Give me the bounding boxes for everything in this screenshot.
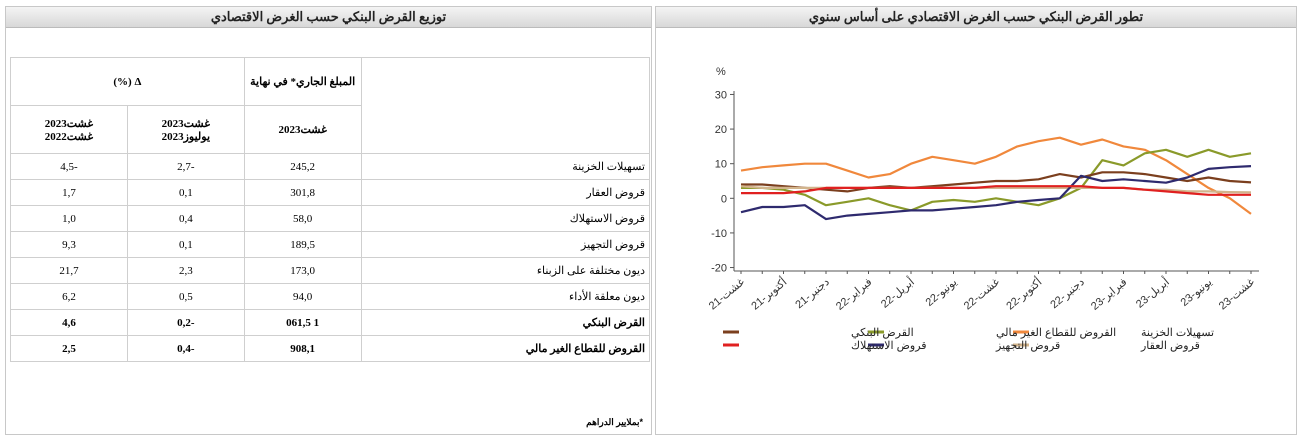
delta-col: غشت2023 غشت2022 xyxy=(10,105,128,154)
x-tick-label: يونيو-23 xyxy=(1179,276,1215,309)
legend-label: القروض للقطاع الغير مالي xyxy=(996,327,1116,339)
row-label: القروض للقطاع الغير مالي xyxy=(360,335,651,362)
cell: 0,4 xyxy=(126,205,245,232)
line-series xyxy=(741,185,1251,196)
cell: 0,5 xyxy=(126,283,245,310)
x-tick-label: فبراير-22 xyxy=(834,276,874,313)
y-tick-label: 10 xyxy=(715,159,727,171)
table-row: قروض العقار 301,8 0,1 1,7 xyxy=(10,179,651,206)
row-label: قروض العقار xyxy=(360,179,651,206)
cell: 0,1 xyxy=(126,231,245,258)
table-row: ديون معلقة الأداء 94,0 0,5 6,2 xyxy=(10,283,651,310)
row-label: تسهيلات الخزينة xyxy=(360,153,651,180)
x-tick-label: غشت-21 xyxy=(707,276,747,313)
legend-label: قروض الاستهلاك xyxy=(851,340,927,352)
cell: 58,0 xyxy=(243,205,362,232)
x-tick-label: غشت-22 xyxy=(962,276,1002,313)
cell: 9,3 xyxy=(10,231,128,258)
x-tick-label: أكتوبر-21 xyxy=(748,275,789,313)
cell: 0,1 xyxy=(126,179,245,206)
y-axis-label: % xyxy=(716,66,726,78)
delta-col-line: غشت2023 xyxy=(44,117,94,130)
chart-panel: تطور القرض البنكي حسب الغرض الاقتصادي عل… xyxy=(655,6,1297,435)
table-row: القروض للقطاع الغير مالي 908,1 -0,4 2,5 xyxy=(10,335,651,362)
x-tick-label: يونيو-22 xyxy=(924,276,960,309)
x-tick-label: أبريل-23 xyxy=(1133,275,1172,311)
table-row: ديون مختلفة على الزبناء 173,0 2,3 21,7 xyxy=(10,257,651,284)
line-series xyxy=(741,148,1252,212)
delta-col-line: غشت2023 xyxy=(161,117,210,130)
cell: -0,2 xyxy=(126,309,245,336)
x-tick-label: غشت-23 xyxy=(1217,276,1257,313)
cell: 1,7 xyxy=(10,179,128,206)
row-label: ديون معلقة الأداء xyxy=(360,283,651,310)
cell: 245,2 xyxy=(243,153,362,180)
y-tick-label: 20 xyxy=(715,124,727,136)
footnote: *بملايير الدراهم xyxy=(586,417,643,427)
y-tick-label: -10 xyxy=(711,228,727,240)
row-label: قروض الاستهلاك xyxy=(360,205,651,232)
x-tick-label: دجنبر-21 xyxy=(793,276,832,311)
legend-label: تسهيلات الخزينة xyxy=(1141,327,1214,339)
delta-col: غشت2023 يوليوز2023 xyxy=(126,105,245,154)
table-row: القرض البنكي 1 061,5 -0,2 4,6 xyxy=(10,309,651,336)
legend-label: القرض البنكي xyxy=(851,327,914,339)
label-header xyxy=(360,57,651,154)
x-tick-label: دجنبر-22 xyxy=(1048,276,1087,311)
cell: -0,4 xyxy=(126,335,245,362)
line-series xyxy=(740,136,1252,215)
legend-label: قروض التجهيز xyxy=(995,340,1060,352)
amount-header: المبلغ الجاري* في نهاية xyxy=(243,57,362,106)
line-series xyxy=(741,171,1252,193)
delta-col-line: يوليوز2023 xyxy=(161,130,211,143)
y-tick-label: -20 xyxy=(711,263,727,275)
delta-col-line: غشت2022 xyxy=(44,130,94,143)
cell: 2,5 xyxy=(10,335,128,362)
line-series xyxy=(740,165,1252,221)
table: المبلغ الجاري* في نهاية Δ (%) غشت2023 غش… xyxy=(10,57,651,362)
legend-label: قروض العقار xyxy=(1140,340,1200,352)
row-label: القرض البنكي xyxy=(360,309,651,336)
panel-title: توزيع القرض البنكي حسب الغرض الاقتصادي xyxy=(6,7,651,28)
cell: 6,2 xyxy=(10,283,128,310)
y-tick-label: 0 xyxy=(721,193,727,205)
table-row: قروض الاستهلاك 58,0 0,4 1,0 xyxy=(10,205,651,232)
cell: 1,0 xyxy=(10,205,128,232)
table-row: تسهيلات الخزينة 245,2 -2,7 -4,5 xyxy=(10,153,651,180)
delta-header: Δ (%) xyxy=(10,57,245,106)
chart-title: تطور القرض البنكي حسب الغرض الاقتصادي عل… xyxy=(656,7,1296,28)
cell: 2,3 xyxy=(126,257,245,284)
cell: 1 061,5 xyxy=(243,309,362,336)
cell: 301,8 xyxy=(243,179,362,206)
cell: 4,6 xyxy=(10,309,128,336)
table-row: قروض التجهيز 189,5 0,1 9,3 xyxy=(10,231,651,258)
table-panel: توزيع القرض البنكي حسب الغرض الاقتصادي ا… xyxy=(5,6,652,435)
cell: -4,5 xyxy=(10,153,128,180)
cell: 189,5 xyxy=(243,231,362,258)
y-tick-label: 30 xyxy=(715,89,727,101)
cell: 908,1 xyxy=(243,335,362,362)
table-body: تسهيلات الخزينة 245,2 -2,7 -4,5 قروض العقار 3… xyxy=(10,153,651,362)
x-tick-label: أبريل-22 xyxy=(878,275,917,311)
x-tick-label: فبراير-23 xyxy=(1089,276,1129,313)
row-label: قروض التجهيز xyxy=(360,231,651,258)
row-label: ديون مختلفة على الزبناء xyxy=(360,257,651,284)
cell: 21,7 xyxy=(10,257,128,284)
cell: -2,7 xyxy=(126,153,245,180)
amount-date: غشت2023 xyxy=(243,105,362,154)
x-tick-label: أكتوبر-22 xyxy=(1003,275,1044,313)
cell: 173,0 xyxy=(243,257,362,284)
cell: 94,0 xyxy=(243,283,362,310)
